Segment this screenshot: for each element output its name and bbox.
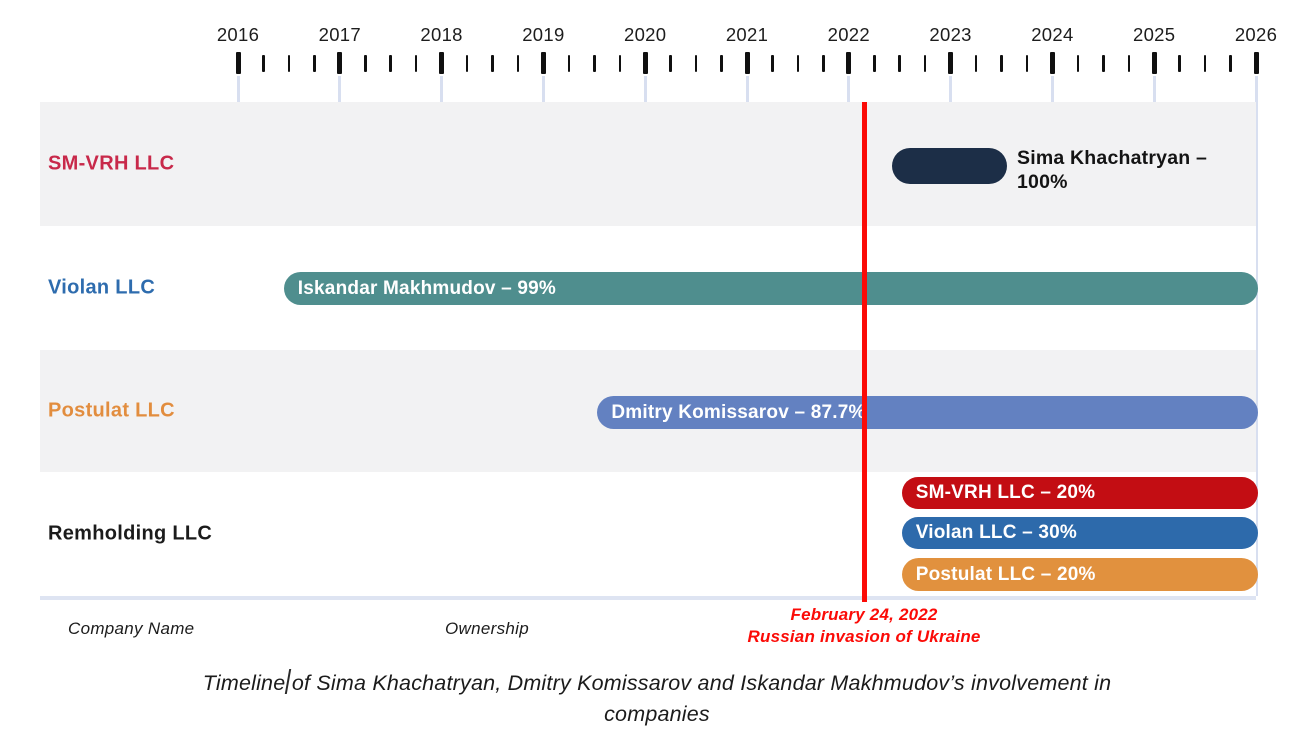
axis-minor-tick (313, 55, 316, 72)
axis-year-label: 2026 (1234, 24, 1278, 45)
gridline (1254, 76, 1258, 596)
figure-caption: Timeline of Sima Khachatryan, Dmitry Komi… (0, 668, 1314, 730)
axis-year-label: 2021 (725, 24, 769, 45)
axis-major-tick (1049, 52, 1055, 74)
bar-label-remholding-violan: Violan LLC – 30% (915, 522, 1077, 543)
caption-line2: companies (604, 702, 710, 727)
axis-year-label: 2024 (1031, 24, 1074, 45)
axis-minor-tick (465, 55, 469, 72)
axis-minor-tick (1000, 55, 1003, 72)
bar-remholding-postulat: Postulat LLC – 20% (901, 558, 1259, 591)
axis-minor-tick (389, 55, 392, 72)
axis-minor-tick (567, 55, 571, 72)
axis-minor-tick (1203, 55, 1207, 72)
axis-minor-tick (287, 55, 291, 72)
axis-minor-tick (694, 55, 698, 72)
axis-minor-tick (593, 55, 596, 72)
axis-major-tick (235, 52, 241, 74)
bar-smvrh-khachatryan (891, 148, 1007, 184)
row-label-violan: Violan LLC (48, 276, 156, 299)
bar-label-remholding-smvrh: SM-VRH LLC – 20% (915, 482, 1096, 503)
footnote-company-name: Company Name (68, 619, 195, 638)
axis-minor-tick (516, 55, 520, 72)
axis-major-tick (642, 52, 648, 74)
axis-major-tick (846, 52, 852, 74)
axis-minor-tick (618, 55, 621, 72)
bar-label-makhmudov: Iskandar Makhmudov – 99% (297, 277, 557, 299)
axis-minor-tick (771, 55, 774, 72)
axis-major-tick (744, 52, 750, 74)
axis-minor-tick (720, 55, 723, 72)
bar-remholding-violan: Violan LLC – 30% (901, 517, 1259, 549)
axis-minor-tick (1102, 55, 1105, 72)
bar-label-khachatryan: Sima Khachatryan – 100% (1017, 147, 1208, 194)
footnote-ownership: Ownership (445, 619, 529, 638)
bar-violan-makhmudov: Iskandar Makhmudov – 99% (283, 272, 1259, 305)
axis-minor-tick (1229, 55, 1232, 72)
axis-minor-tick (898, 55, 901, 72)
axis-minor-tick (491, 55, 494, 72)
axis-year-label: 2016 (216, 24, 260, 45)
axis-minor-tick (1127, 55, 1130, 72)
event-line-invasion (861, 102, 867, 602)
axis-major-tick (540, 52, 546, 74)
axis-minor-tick (262, 55, 265, 72)
row-band-smvrh (40, 102, 1256, 226)
axis-bottom-rule (40, 596, 1256, 600)
axis-minor-tick (822, 55, 825, 72)
caption-text-before-cursor: Timeline (202, 671, 286, 695)
bar-remholding-smvrh: SM-VRH LLC – 20% (901, 477, 1259, 509)
event-annotation-date: February 24, 2022 (790, 605, 938, 624)
text-cursor[interactable] (285, 669, 292, 694)
row-label-remholding: Remholding LLC (48, 522, 213, 545)
row-label-postulat: Postulat LLC (48, 399, 175, 422)
caption-text-after-cursor: of Sima Khachatryan, Dmitry Komissarov a… (291, 671, 1112, 695)
axis-minor-tick (923, 55, 927, 72)
axis-year-label: 2020 (624, 24, 667, 45)
axis-major-tick (439, 52, 445, 74)
axis-major-tick (1151, 52, 1157, 74)
axis-minor-tick (1076, 55, 1080, 72)
axis-minor-tick (1178, 55, 1181, 72)
axis-minor-tick (873, 55, 876, 72)
axis-major-tick (948, 52, 954, 74)
axis-year-label: 2022 (827, 24, 870, 45)
axis-major-tick (337, 52, 343, 74)
axis-minor-tick (1025, 55, 1029, 72)
event-annotation: February 24, 2022 Russian invasion of Uk… (664, 604, 1064, 649)
bar-label-remholding-postulat: Postulat LLC – 20% (915, 563, 1096, 585)
axis-minor-tick (974, 55, 978, 72)
axis-year-label: 2019 (522, 24, 565, 45)
axis-minor-tick (414, 55, 418, 72)
axis-major-tick (1253, 52, 1259, 74)
bar-label-komissarov: Dmitry Komissarov – 87.7% (611, 401, 866, 423)
axis-year-label: 2017 (318, 24, 361, 45)
axis-year-label: 2025 (1133, 24, 1176, 45)
event-annotation-text: Russian invasion of Ukraine (747, 627, 981, 647)
axis-year-label: 2018 (420, 24, 463, 45)
axis-minor-tick (796, 55, 800, 72)
row-label-smvrh: SM-VRH LLC (48, 152, 175, 175)
axis-year-label: 2023 (929, 24, 972, 45)
axis-minor-tick (669, 55, 672, 72)
bar-postulat-komissarov: Dmitry Komissarov – 87.7% (597, 396, 1259, 429)
axis-minor-tick (364, 55, 367, 72)
